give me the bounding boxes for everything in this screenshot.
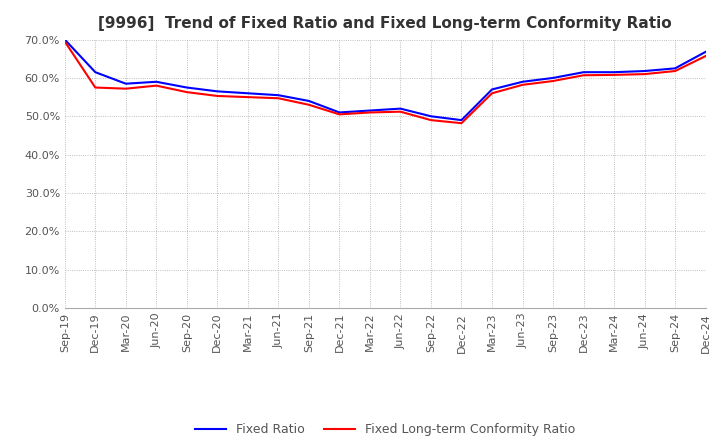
Fixed Long-term Conformity Ratio (701, 53, 710, 59)
Fixed Ratio (243, 91, 252, 96)
Line: Fixed Long-term Conformity Ratio: Fixed Long-term Conformity Ratio (65, 41, 706, 123)
Fixed Ratio (305, 98, 313, 103)
Fixed Ratio (183, 85, 192, 90)
Fixed Long-term Conformity Ratio (183, 89, 192, 95)
Fixed Ratio (335, 110, 343, 115)
Fixed Long-term Conformity Ratio (457, 121, 466, 126)
Fixed Ratio (427, 114, 436, 119)
Fixed Long-term Conformity Ratio (610, 72, 618, 77)
Fixed Long-term Conformity Ratio (427, 117, 436, 123)
Fixed Long-term Conformity Ratio (152, 83, 161, 88)
Fixed Ratio (701, 49, 710, 55)
Fixed Ratio (91, 70, 99, 75)
Fixed Long-term Conformity Ratio (335, 112, 343, 117)
Fixed Ratio (640, 68, 649, 73)
Fixed Long-term Conformity Ratio (549, 78, 557, 84)
Fixed Ratio (579, 70, 588, 75)
Fixed Long-term Conformity Ratio (579, 73, 588, 78)
Fixed Long-term Conformity Ratio (305, 102, 313, 107)
Fixed Ratio (152, 79, 161, 84)
Fixed Ratio (457, 117, 466, 123)
Fixed Long-term Conformity Ratio (396, 109, 405, 114)
Fixed Ratio (60, 37, 69, 42)
Fixed Long-term Conformity Ratio (640, 71, 649, 77)
Title: [9996]  Trend of Fixed Ratio and Fixed Long-term Conformity Ratio: [9996] Trend of Fixed Ratio and Fixed Lo… (99, 16, 672, 32)
Fixed Long-term Conformity Ratio (91, 85, 99, 90)
Fixed Ratio (122, 81, 130, 86)
Line: Fixed Ratio: Fixed Ratio (65, 40, 706, 120)
Fixed Ratio (213, 89, 222, 94)
Fixed Long-term Conformity Ratio (518, 82, 527, 88)
Fixed Long-term Conformity Ratio (213, 93, 222, 99)
Fixed Long-term Conformity Ratio (274, 95, 283, 101)
Fixed Long-term Conformity Ratio (122, 86, 130, 92)
Fixed Long-term Conformity Ratio (60, 39, 69, 44)
Fixed Long-term Conformity Ratio (366, 110, 374, 115)
Fixed Ratio (610, 70, 618, 75)
Fixed Long-term Conformity Ratio (487, 91, 496, 96)
Fixed Long-term Conformity Ratio (243, 95, 252, 100)
Fixed Ratio (671, 66, 680, 71)
Fixed Ratio (518, 79, 527, 84)
Fixed Long-term Conformity Ratio (671, 68, 680, 73)
Fixed Ratio (487, 87, 496, 92)
Fixed Ratio (274, 92, 283, 98)
Legend: Fixed Ratio, Fixed Long-term Conformity Ratio: Fixed Ratio, Fixed Long-term Conformity … (190, 418, 580, 440)
Fixed Ratio (549, 75, 557, 81)
Fixed Ratio (396, 106, 405, 111)
Fixed Ratio (366, 108, 374, 113)
